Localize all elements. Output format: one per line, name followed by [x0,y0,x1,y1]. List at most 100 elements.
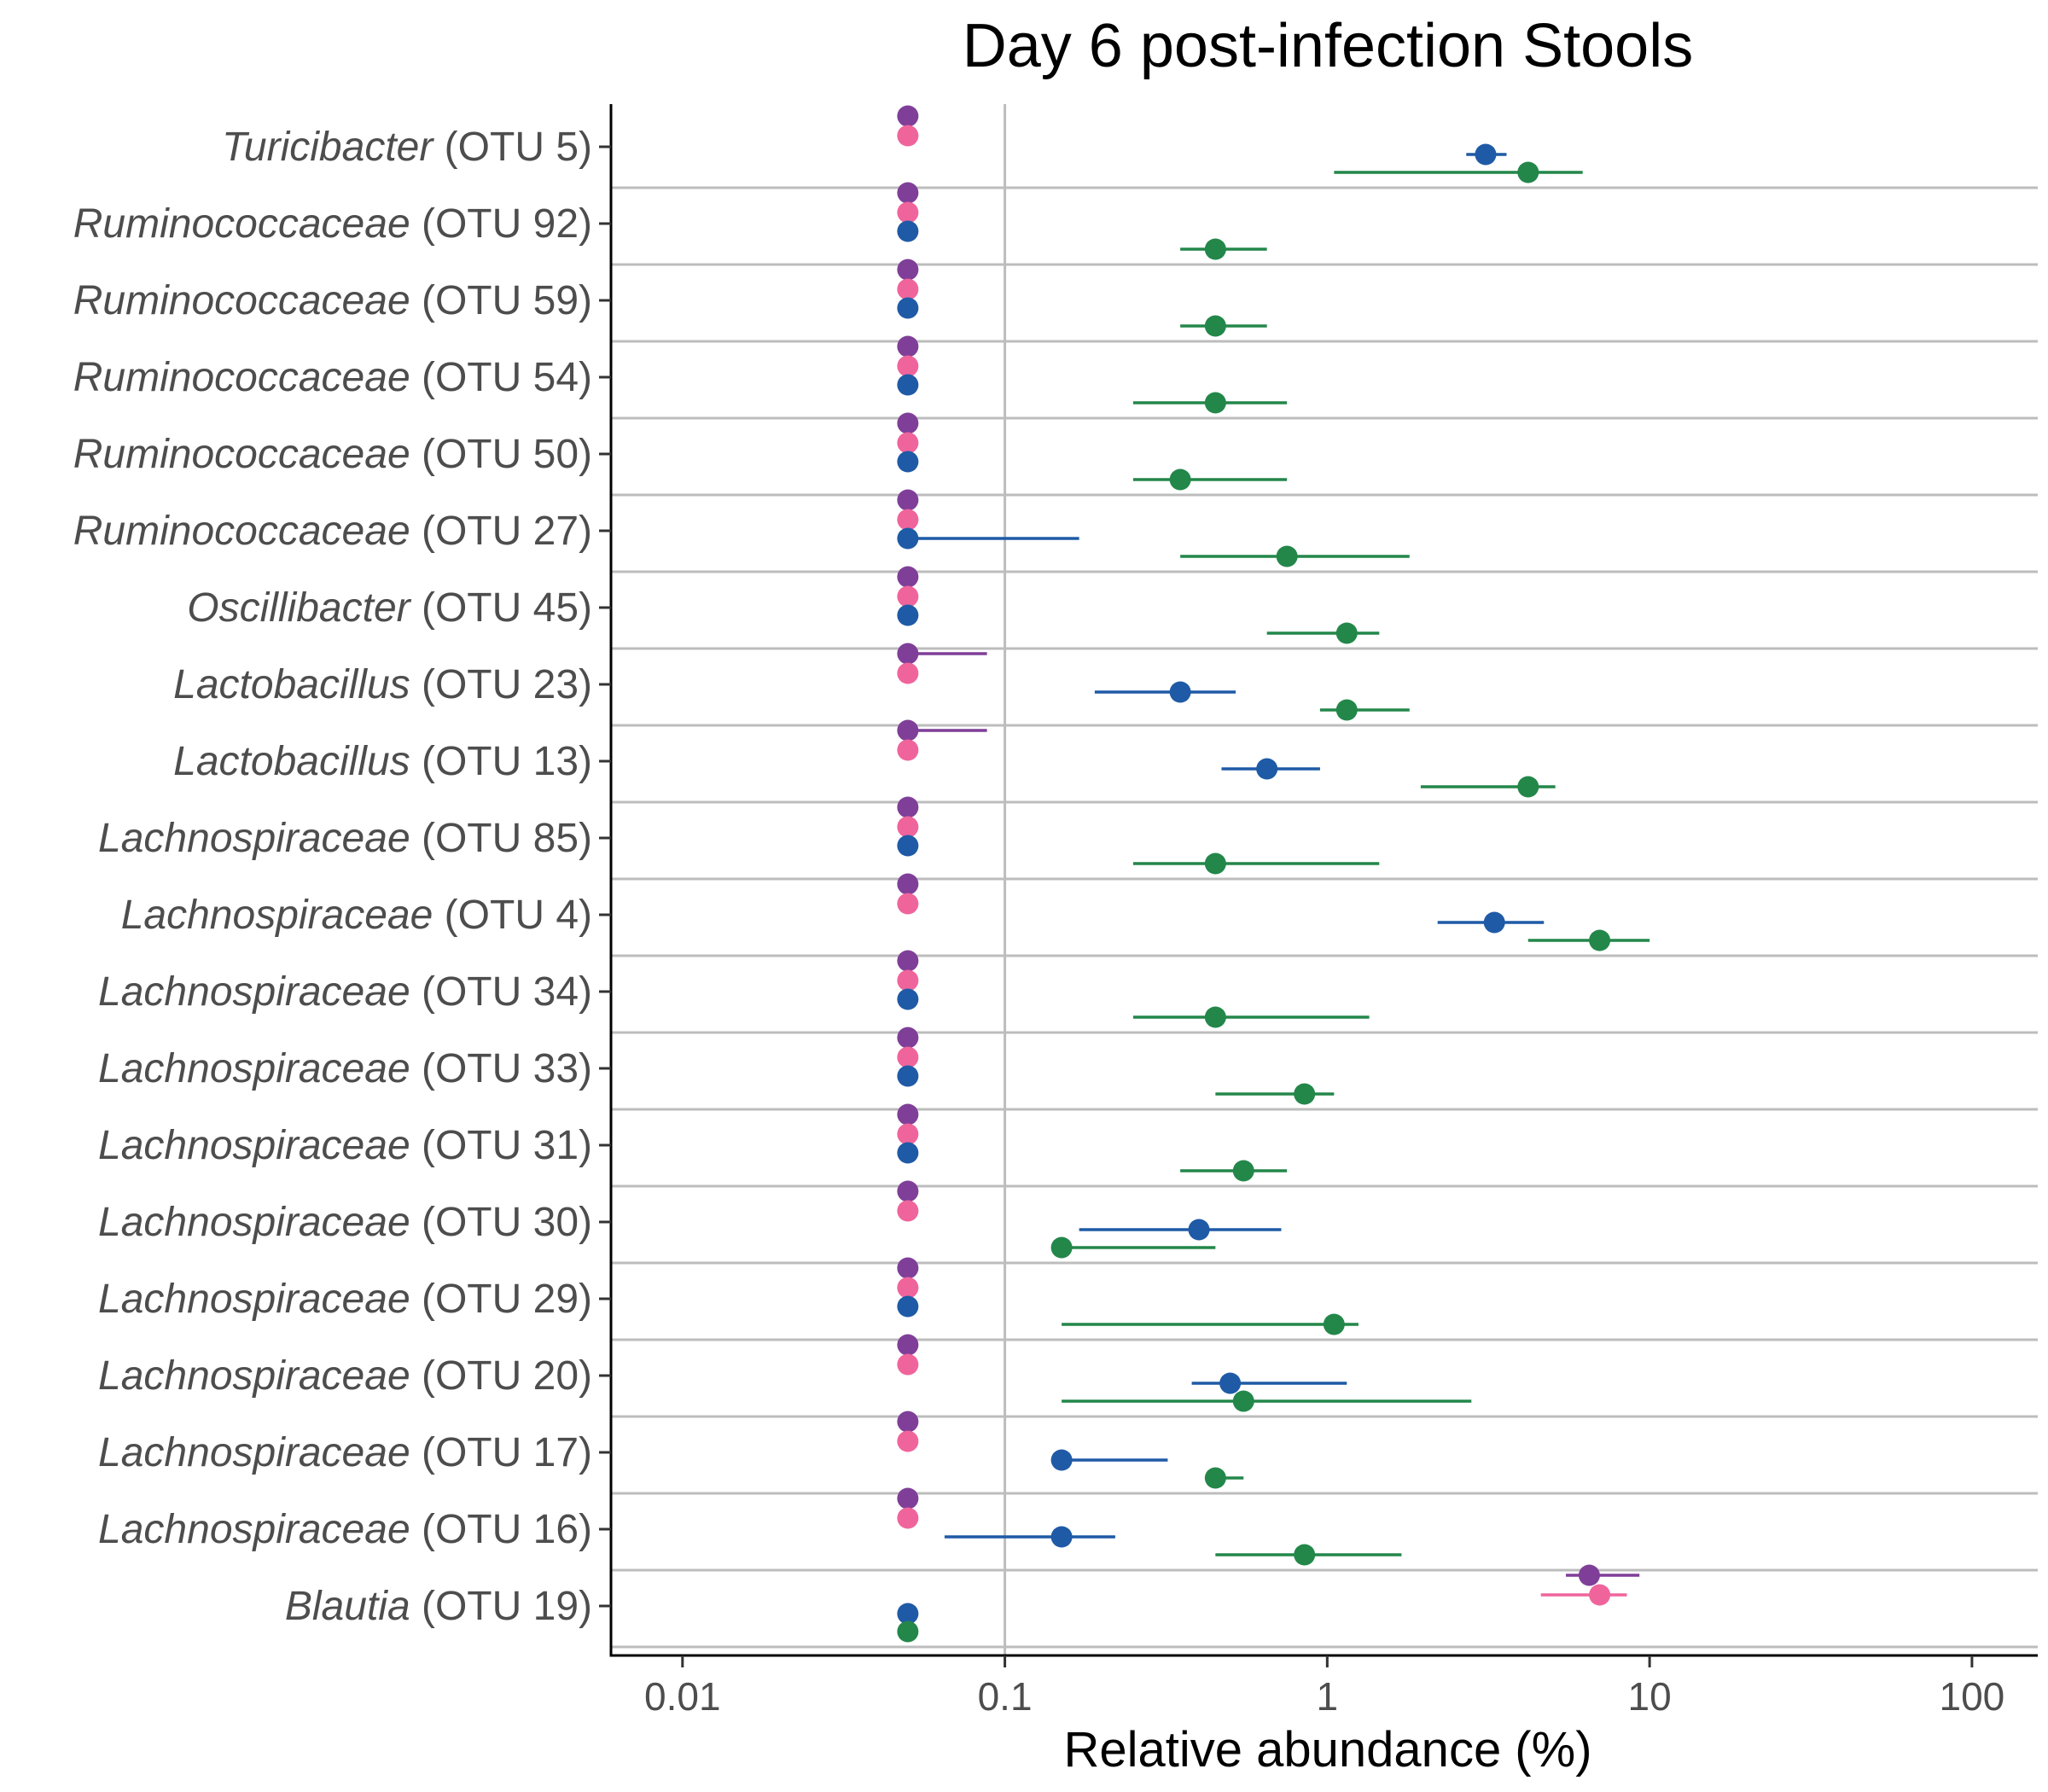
data-point [1256,758,1278,780]
otu-id: (OTU 54) [422,355,592,400]
taxon-name: Lachnospiraceae [121,893,433,938]
data-point [897,816,919,838]
otu-id: (OTU 20) [422,1353,592,1399]
data-point [1204,392,1226,414]
otu-id: (OTU 50) [422,432,592,477]
data-point [897,1430,919,1452]
data-point [1589,1584,1611,1606]
data-point [1232,1160,1254,1182]
data-point [897,1027,919,1049]
y-tick-label: Lachnospiraceae (OTU 20) [98,1353,592,1399]
otu-id: (OTU 29) [422,1277,592,1322]
y-tick-label: Lachnospiraceae (OTU 33) [98,1046,592,1091]
y-tick-label: Lachnospiraceae (OTU 34) [98,969,592,1015]
data-point [897,335,919,358]
y-tick-label: Lachnospiraceae (OTU 17) [98,1430,592,1475]
otu-id: (OTU 17) [422,1430,592,1475]
y-tick-label: Oscillibacter (OTU 45) [187,585,592,631]
data-point [897,1334,919,1356]
data-point [1483,911,1505,934]
taxon-name: Lactobacillus [173,739,410,784]
data-point [1050,1526,1073,1548]
otu-id: (OTU 45) [422,585,592,631]
x-axis-tick-labels: 0.01 0.1 1 10 100 [644,1674,2004,1719]
data-point [1335,622,1358,644]
y-tick-label: Lachnospiraceae (OTU 31) [98,1123,592,1168]
data-point [897,1180,919,1202]
x-tick-label: 100 [1940,1674,2005,1719]
data-point [897,893,919,915]
data-point [897,1123,919,1145]
taxon-name: Lachnospiraceae [98,1353,410,1399]
data-point [897,950,919,972]
data-point [897,125,919,147]
data-point [897,432,919,454]
data-point [1335,699,1358,721]
data-point [897,796,919,818]
data-point [1188,1219,1210,1241]
y-tick-label: Lachnospiraceae (OTU 30) [98,1200,592,1245]
x-tick-label: 0.01 [644,1674,721,1719]
gridlines [611,104,2038,1655]
data-point [897,1257,919,1279]
data-point [897,719,919,742]
data-point [897,873,919,895]
taxon-name: Lachnospiraceae [98,1200,410,1245]
data-point [897,1103,919,1126]
otu-id: (OTU 5) [445,125,592,170]
data-point [1204,238,1226,260]
data-point [897,105,919,127]
y-tick-label: Lactobacillus (OTU 23) [173,662,592,707]
x-tick-label: 0.1 [978,1674,1033,1719]
data-point [897,643,919,665]
data-point [897,1603,919,1625]
taxon-name: Lactobacillus [173,662,410,707]
otu-id: (OTU 59) [422,278,592,323]
data-point [897,739,919,761]
taxon-name: Lachnospiraceae [98,1507,410,1552]
y-tick-label: Lachnospiraceae (OTU 16) [98,1507,592,1552]
otu-id: (OTU 33) [422,1046,592,1091]
data-point [897,585,919,608]
data-point [1475,143,1497,166]
y-tick-label: Ruminococcaceae (OTU 92) [73,201,592,247]
y-tick-label: Ruminococcaceae (OTU 27) [73,509,592,554]
data-point [1050,1236,1073,1259]
data-point [897,297,919,319]
data-point [1204,315,1226,337]
x-axis-label: Relative abundance (%) [1063,1722,1591,1777]
data-point [1294,1544,1316,1566]
x-tick-label: 1 [1317,1674,1339,1719]
data-point [1517,161,1539,183]
otu-id: (OTU 4) [445,893,592,938]
error-bars [907,153,1650,1597]
data-point [897,259,919,281]
data-point [1204,1467,1226,1489]
y-tick-label: Turicibacter (OTU 5) [222,125,592,170]
data-point [897,1065,919,1087]
taxon-name: Ruminococcaceae [73,509,410,554]
taxon-name: Lachnospiraceae [98,816,410,861]
data-point [897,220,919,242]
data-point [897,527,919,550]
data-point [897,1487,919,1510]
data-point [1276,545,1298,567]
taxon-name: Turicibacter [222,125,434,170]
data-point [897,1411,919,1433]
data-point [897,201,919,224]
otu-id: (OTU 92) [422,201,592,247]
data-point [897,278,919,300]
data-point [897,1507,919,1529]
data-point [897,374,919,396]
data-points [897,105,1611,1643]
taxon-name: Lachnospiraceae [98,969,410,1015]
otu-id: (OTU 31) [422,1123,592,1168]
otu-id: (OTU 13) [422,739,592,784]
otu-id: (OTU 30) [422,1200,592,1245]
data-point [1232,1390,1254,1412]
taxon-name: Ruminococcaceae [73,201,410,247]
chart-title: Day 6 post-infection Stools [963,12,1693,80]
data-point [897,835,919,857]
data-point [1169,681,1191,703]
